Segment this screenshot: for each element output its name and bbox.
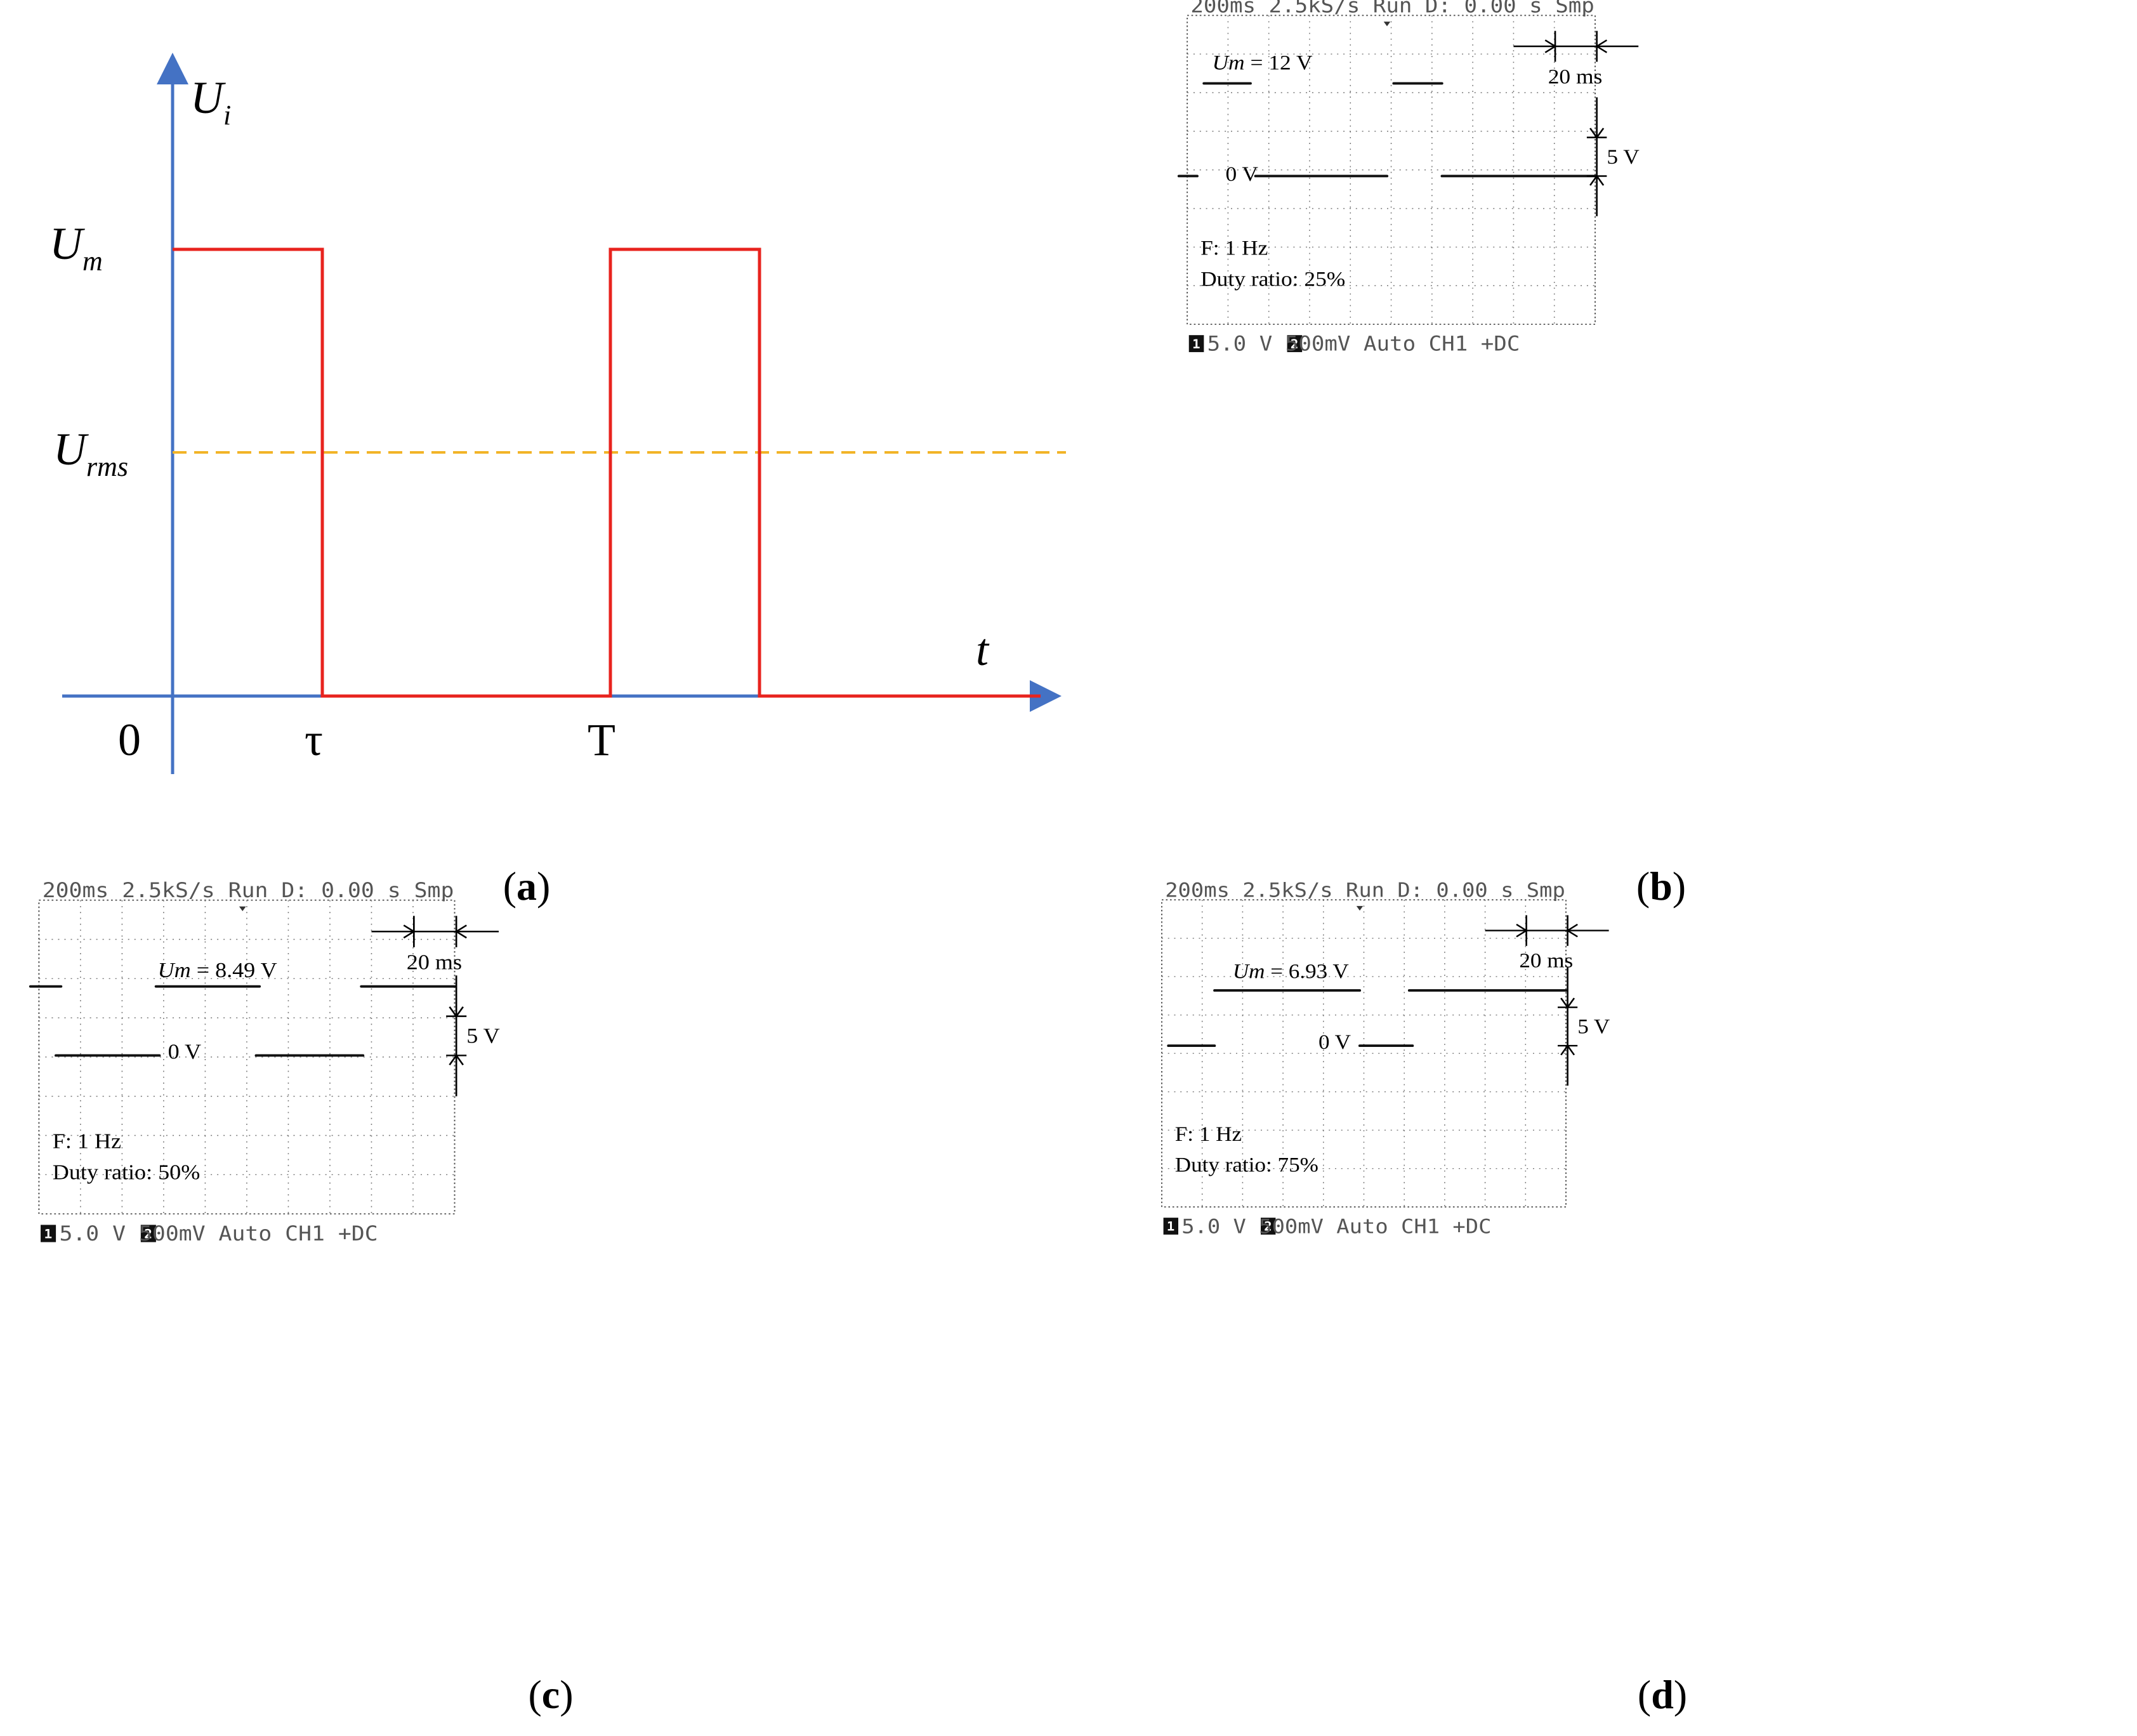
urms-label: Urms	[53, 424, 128, 482]
um-amplitude-label: Um = 8.49 V	[158, 958, 277, 982]
zero-volt-label: 0 V	[168, 1040, 201, 1063]
um-amplitude-label: Um = 6.93 V	[1233, 961, 1349, 983]
scope-bottom-status: 5.0 V 500mV Auto CH1 +DC	[1207, 332, 1520, 356]
arrow-up-icon	[1560, 1044, 1575, 1056]
frequency-label: F: 1 Hz	[1200, 237, 1268, 260]
scope-bottom-status: 5.0 V 500mV Auto CH1 +DC	[59, 1221, 378, 1245]
volt-scale-annotation	[1586, 97, 1607, 216]
scope-top-status: 200ms 2.5kS/s Run D: 0.00 s Smp	[43, 878, 454, 902]
signal-waveform	[173, 247, 1041, 698]
volt-scale-label: 5 V	[466, 1024, 499, 1048]
ch1-badge-label: 1	[44, 1226, 52, 1241]
frequency-label: F: 1 Hz	[1175, 1123, 1242, 1146]
origin-label: 0	[118, 714, 141, 765]
arrow-up-icon	[449, 1054, 464, 1065]
scope-panel-c: 200ms 2.5kS/s Run D: 0.00 s Smp 1 25.0 V 5…	[29, 878, 500, 1246]
ch2-badge-label: 2	[1291, 337, 1299, 352]
arrow-down-icon	[1560, 997, 1575, 1009]
arrow-right-icon	[1544, 39, 1557, 53]
y-axis-label: Ui	[190, 72, 231, 131]
duty-ratio-label: Duty ratio: 25%	[1200, 268, 1345, 291]
scope-bottom-status: 5.0 V 500mV Auto CH1 +DC	[1181, 1214, 1491, 1238]
um-amplitude-label: Um = 12 V	[1212, 52, 1312, 75]
caption-b: (b)	[1636, 864, 1686, 909]
arrow-left-icon	[454, 924, 467, 939]
time-scale-label: 20 ms	[1548, 66, 1603, 89]
ch2-badge-icon	[1261, 1218, 1276, 1235]
x-axis-label: t	[976, 624, 990, 675]
volt-scale-annotation	[1557, 967, 1578, 1086]
arrow-right-icon	[1516, 923, 1528, 938]
tau-label: τ	[305, 714, 323, 765]
scope-trace	[1167, 989, 1568, 1048]
caption-c: (c)	[528, 1672, 573, 1717]
time-scale-label: 20 ms	[407, 950, 462, 974]
um-label: Um	[49, 218, 103, 277]
arrow-left-icon	[1566, 923, 1578, 938]
arrow-down-icon	[449, 1006, 464, 1018]
frequency-label: F: 1 Hz	[53, 1129, 121, 1153]
arrow-left-icon	[1595, 39, 1608, 53]
trigger-marker-icon	[1383, 22, 1391, 27]
ch1-badge-label: 1	[1167, 1219, 1175, 1233]
duty-ratio-label: Duty ratio: 75%	[1175, 1154, 1318, 1177]
duty-ratio-label: Duty ratio: 50%	[53, 1161, 201, 1184]
caption-d: (d)	[1638, 1672, 1687, 1717]
panel-a: Ui Um Urms t 0 τ T (a)	[49, 53, 1066, 909]
arrow-right-icon	[403, 924, 416, 939]
arrow-up-icon	[1589, 174, 1605, 186]
volt-scale-annotation	[446, 975, 467, 1096]
ch1-badge-icon	[41, 1225, 56, 1242]
volt-scale-label: 5 V	[1577, 1016, 1610, 1039]
time-scale-annotation	[1485, 915, 1609, 946]
scope-trace	[1177, 82, 1597, 178]
time-scale-annotation	[1513, 30, 1639, 62]
zero-volt-label: 0 V	[1318, 1031, 1351, 1054]
volt-scale-label: 5 V	[1607, 146, 1640, 169]
scope-panel-d: 200ms 2.5kS/s Run D: 0.00 s Smp 1 25.0 V 5…	[1161, 878, 1610, 1238]
ch1-badge-icon	[1188, 335, 1204, 352]
zero-volt-label: 0 V	[1225, 163, 1258, 186]
scope-top-status: 200ms 2.5kS/s Run D: 0.00 s Smp	[1190, 0, 1594, 17]
period-label: T	[588, 714, 615, 765]
trigger-marker-icon	[239, 906, 246, 912]
time-scale-annotation	[371, 916, 499, 947]
time-scale-label: 20 ms	[1519, 950, 1573, 973]
scope-panel-b: 200ms 2.5kS/s Run D: 0.00 s Smp 1 25.0 V 5…	[1177, 0, 1640, 356]
ch2-badge-label: 2	[144, 1226, 152, 1241]
ch2-badge-icon	[1287, 335, 1303, 352]
arrow-down-icon	[1589, 128, 1605, 139]
trigger-marker-icon	[1356, 905, 1364, 911]
caption-a: (a)	[503, 864, 551, 909]
ch1-badge-label: 1	[1192, 337, 1200, 352]
ch1-badge-icon	[1163, 1218, 1178, 1235]
scope-trace	[29, 985, 456, 1057]
ch2-badge-icon	[140, 1225, 156, 1242]
ch2-badge-label: 2	[1264, 1219, 1272, 1233]
scope-top-status: 200ms 2.5kS/s Run D: 0.00 s Smp	[1165, 878, 1565, 902]
